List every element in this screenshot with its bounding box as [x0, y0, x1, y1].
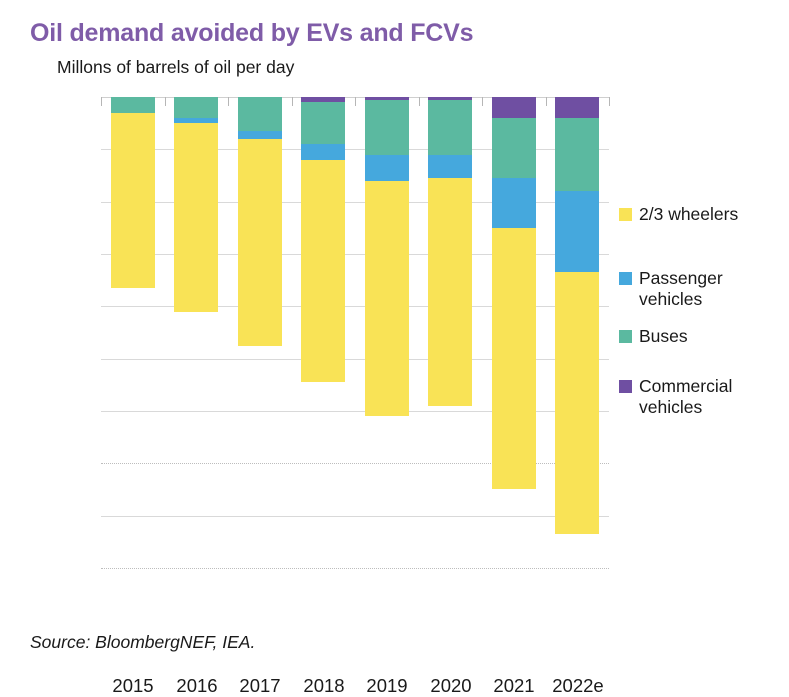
x-axis-tick-label: 2015: [112, 675, 154, 696]
bar-2018[interactable]: [301, 97, 345, 568]
page-title: Oil demand avoided by EVs and FCVs: [30, 19, 474, 47]
bar-2017[interactable]: [238, 97, 282, 568]
x-axis-tick-label: 2021: [493, 675, 535, 696]
x-axis-tickmark: [419, 97, 420, 106]
x-axis-tickmark: [228, 97, 229, 106]
legend-swatch-icon: [619, 208, 632, 221]
bar-segment-Buses[interactable]: [174, 97, 218, 118]
bar-segment-2/3 wheelers[interactable]: [365, 180, 409, 417]
gridline: [101, 358, 609, 360]
bar-segment-Passenger vehicles[interactable]: [492, 178, 536, 228]
legend-item-2/3 wheelers[interactable]: 2/3 wheelers: [619, 204, 738, 225]
gridline: [101, 306, 609, 308]
legend-label: Commercial vehicles: [639, 376, 733, 417]
legend-swatch-icon: [619, 380, 632, 393]
bar-segment-Passenger vehicles[interactable]: [301, 144, 345, 160]
legend-item-Passenger vehicles[interactable]: Passenger vehicles: [619, 268, 789, 310]
bar-segment-Passenger vehicles[interactable]: [555, 191, 599, 273]
x-axis-tickmark: [101, 97, 102, 106]
x-axis-tick-label: 2016: [176, 675, 218, 696]
bar-segment-2/3 wheelers[interactable]: [428, 178, 472, 406]
bar-segment-Buses[interactable]: [238, 97, 282, 132]
x-axis-tick-label: 2017: [239, 675, 281, 696]
bar-segment-Buses[interactable]: [111, 97, 155, 113]
x-axis-tick-label: 2020: [430, 675, 472, 696]
bar-2022e[interactable]: [555, 97, 599, 568]
gridline: [101, 201, 609, 203]
bar-segment-2/3 wheelers[interactable]: [111, 112, 155, 288]
gridline: [101, 568, 609, 569]
bar-segment-Commercial vehicles[interactable]: [428, 97, 472, 100]
legend-label: Buses: [639, 326, 688, 346]
bar-segment-Buses[interactable]: [428, 99, 472, 155]
x-axis-tickmark: [609, 97, 610, 106]
source-note: Source: BloombergNEF, IEA.: [30, 632, 256, 652]
gridline: [101, 463, 609, 465]
bar-segment-Passenger vehicles[interactable]: [174, 117, 218, 124]
gridline: [101, 254, 609, 255]
bar-2019[interactable]: [365, 97, 409, 568]
bar-segment-Passenger vehicles[interactable]: [428, 154, 472, 179]
gridline: [101, 411, 609, 412]
bar-segment-2/3 wheelers[interactable]: [238, 138, 282, 346]
x-axis-tickmark: [292, 97, 293, 106]
bar-segment-Commercial vehicles[interactable]: [365, 97, 409, 100]
x-axis-tickmark: [165, 97, 166, 106]
bar-2015[interactable]: [111, 97, 155, 568]
bar-segment-Passenger vehicles[interactable]: [238, 131, 282, 139]
chart-figure: Oil demand avoided by EVs and FCVs Millo…: [30, 19, 789, 696]
bar-segment-Buses[interactable]: [365, 99, 409, 155]
x-axis-tick-label: 2022e: [552, 675, 604, 696]
bar-2020[interactable]: [428, 97, 472, 568]
legend-label: 2/3 wheelers: [639, 204, 739, 224]
bar-segment-Buses[interactable]: [555, 117, 599, 192]
bar-segment-Passenger vehicles[interactable]: [365, 154, 409, 181]
x-axis-tickmark: [482, 97, 483, 106]
bar-segment-Commercial vehicles[interactable]: [492, 97, 536, 118]
bar-2016[interactable]: [174, 97, 218, 568]
legend-swatch-icon: [619, 330, 632, 343]
x-axis-tick-label: 2018: [303, 675, 345, 696]
bar-segment-2/3 wheelers[interactable]: [174, 123, 218, 312]
x-axis-tick-label: 2019: [366, 675, 408, 696]
bar-2021[interactable]: [492, 97, 536, 568]
legend-item-Buses[interactable]: Buses: [619, 326, 688, 347]
bar-segment-2/3 wheelers[interactable]: [492, 227, 536, 490]
bar-segment-2/3 wheelers[interactable]: [301, 159, 345, 383]
bar-segment-Buses[interactable]: [492, 117, 536, 179]
legend-label: Passenger vehicles: [639, 268, 723, 309]
bar-segment-Buses[interactable]: [301, 102, 345, 145]
gridline: [101, 149, 609, 151]
legend-swatch-icon: [619, 272, 632, 285]
legend-item-Commercial vehicles[interactable]: Commercial vehicles: [619, 376, 789, 418]
x-axis-tickmark: [355, 97, 356, 106]
bar-segment-Commercial vehicles[interactable]: [555, 97, 599, 118]
x-axis-tickmark: [546, 97, 547, 106]
plot-area: 0.0-0.2-0.4-0.6-0.8-1.0-1.2-1.4-1.6-1.82…: [101, 97, 610, 696]
chart-subtitle: Millons of barrels of oil per day: [57, 57, 295, 77]
gridline: [101, 515, 609, 517]
bar-segment-Commercial vehicles[interactable]: [301, 97, 345, 103]
bar-segment-2/3 wheelers[interactable]: [555, 272, 599, 534]
